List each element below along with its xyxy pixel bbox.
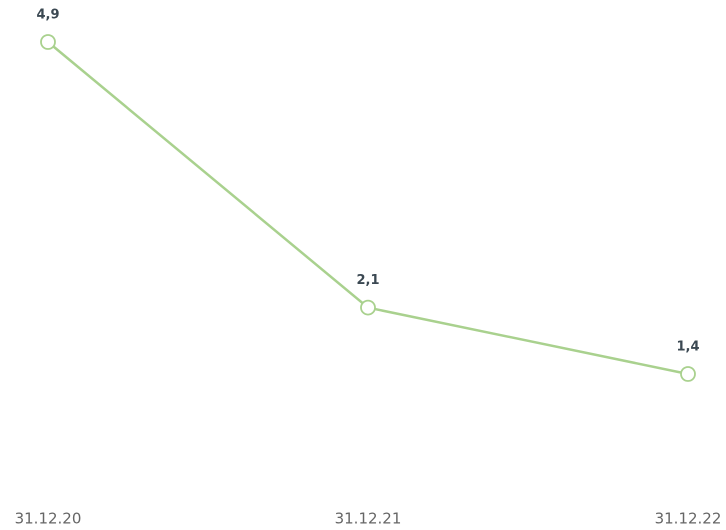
point [360,299,376,316]
data-label: 1,4 [676,340,699,355]
x-tick-label: 31.12.20 [15,510,82,528]
line [47,41,689,376]
point [40,34,56,50]
x-tick-label: 31.12.22 [655,510,722,528]
point [680,366,696,382]
x-tick-label: 31.12.21 [335,510,402,528]
data-label: 4,9 [36,8,59,23]
data-label: 2,1 [356,273,379,288]
